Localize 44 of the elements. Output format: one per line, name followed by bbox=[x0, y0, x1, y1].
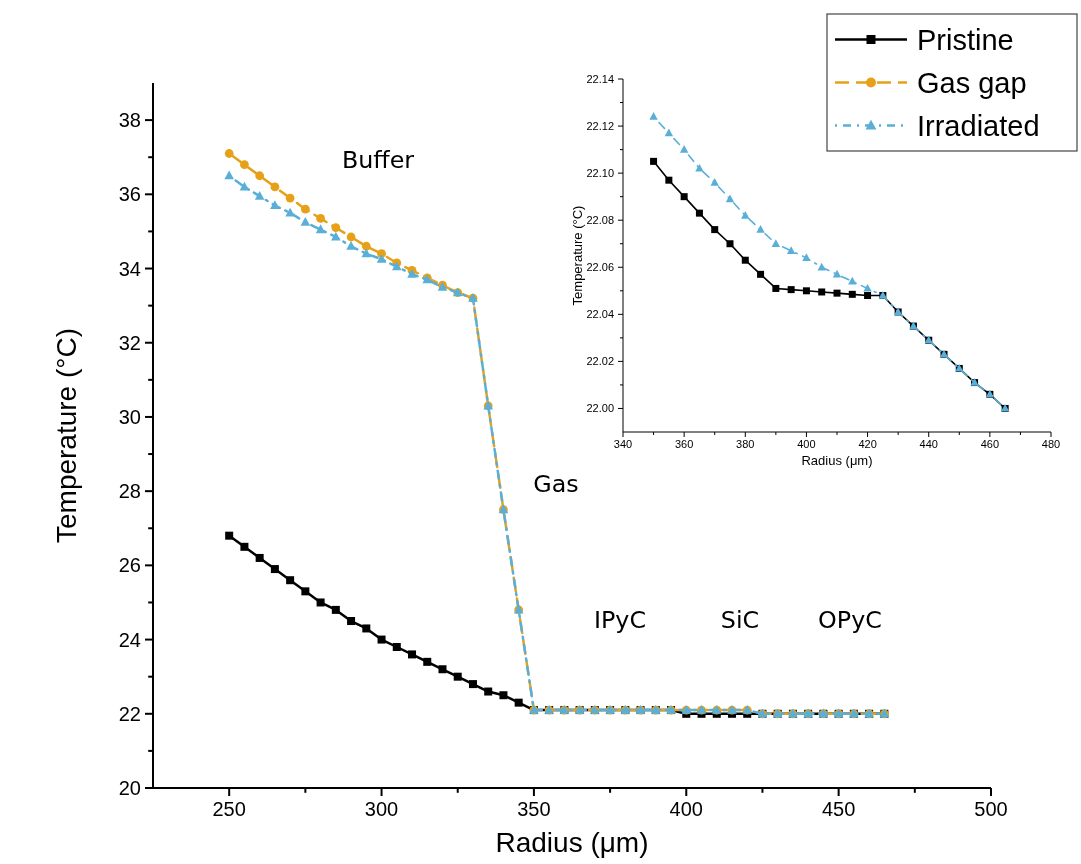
annotation: OPyC bbox=[818, 606, 882, 634]
y-tick-label: 22.06 bbox=[586, 261, 614, 274]
x-tick-label: 440 bbox=[919, 438, 938, 450]
y-axis-title: Temperature (°C) bbox=[51, 327, 83, 544]
y-axis-title: Temperature (°C) bbox=[569, 205, 585, 306]
x-axis-title: Radius (μm) bbox=[801, 452, 873, 468]
y-tick-label: 28 bbox=[118, 480, 141, 503]
annotation: Gas bbox=[533, 470, 579, 498]
y-tick-label: 26 bbox=[118, 554, 141, 577]
y-tick-label: 38 bbox=[118, 109, 141, 132]
annotation: SiC bbox=[720, 606, 760, 634]
y-tick-label: 22.14 bbox=[586, 72, 614, 85]
x-tick-label: 460 bbox=[980, 438, 1000, 450]
y-tick-label: 30 bbox=[118, 405, 141, 428]
y-tick-label: 22 bbox=[118, 702, 141, 725]
annotation: IPyC bbox=[593, 606, 647, 634]
y-tick-label: 24 bbox=[118, 628, 141, 651]
x-tick-label: 380 bbox=[736, 438, 755, 450]
x-tick-label: 480 bbox=[1041, 438, 1061, 450]
x-tick-label: 400 bbox=[669, 798, 703, 820]
y-tick-label: 20 bbox=[118, 777, 141, 799]
x-tick-label: 350 bbox=[517, 798, 551, 820]
y-tick-label: 32 bbox=[118, 331, 141, 354]
y-tick-label: 22.12 bbox=[586, 119, 614, 132]
x-tick-label: 450 bbox=[821, 798, 856, 820]
x-axis-title: Radius (μm) bbox=[495, 827, 649, 859]
x-tick-label: 340 bbox=[613, 438, 633, 450]
x-tick-label: 250 bbox=[212, 798, 246, 820]
annotation: Buffer bbox=[341, 146, 415, 174]
y-tick-label: 22.00 bbox=[586, 402, 614, 415]
legend-label: Pristine bbox=[917, 23, 1014, 56]
legend-label: Irradiated bbox=[917, 109, 1040, 142]
y-tick-label: 22.04 bbox=[586, 308, 614, 321]
y-tick-label: 36 bbox=[118, 183, 141, 206]
x-tick-label: 500 bbox=[974, 798, 1008, 820]
y-tick-label: 22.10 bbox=[586, 166, 614, 179]
x-tick-label: 300 bbox=[364, 798, 399, 820]
legend-label: Gas gap bbox=[917, 66, 1027, 99]
x-tick-label: 360 bbox=[674, 438, 694, 450]
y-tick-label: 22.02 bbox=[586, 355, 614, 368]
y-tick-label: 34 bbox=[118, 257, 141, 280]
x-tick-label: 400 bbox=[797, 438, 816, 450]
y-tick-label: 22.08 bbox=[586, 214, 614, 227]
x-tick-label: 420 bbox=[858, 438, 877, 450]
